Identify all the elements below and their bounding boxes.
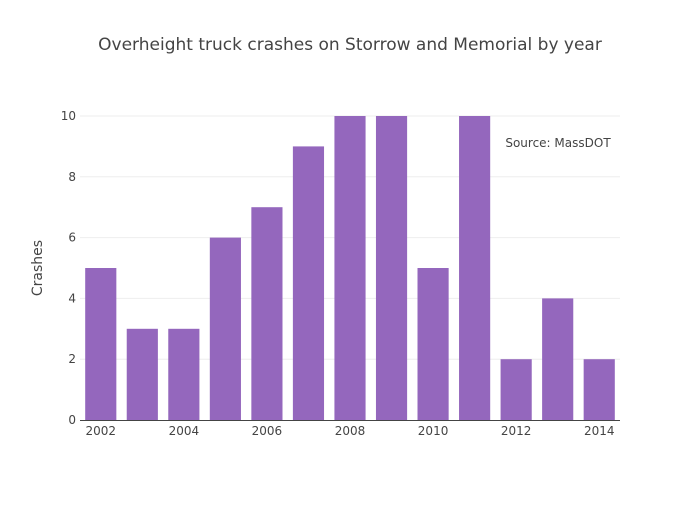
- y-tick-label: 4: [68, 291, 76, 305]
- y-tick-label: 6: [68, 231, 76, 245]
- bar: [542, 298, 574, 420]
- x-tick-label: 2010: [418, 424, 449, 438]
- bar: [334, 116, 366, 420]
- x-tick-label: 2014: [584, 424, 615, 438]
- y-tick-label: 0: [68, 413, 76, 427]
- bar: [126, 328, 158, 420]
- x-tick-label: 2006: [252, 424, 283, 438]
- chart-title: Overheight truck crashes on Storrow and …: [98, 35, 602, 55]
- source-annotation: Source: MassDOT: [505, 136, 611, 150]
- bar: [500, 359, 532, 420]
- bar: [85, 268, 117, 420]
- x-tick-label: 2008: [335, 424, 366, 438]
- bar: [251, 207, 283, 420]
- x-tick-label: 2004: [169, 424, 200, 438]
- y-tick-label: 8: [68, 170, 76, 184]
- bar: [417, 268, 449, 420]
- x-tick-label: 2002: [85, 424, 116, 438]
- bar: [209, 237, 241, 420]
- y-tick-label: 2: [68, 352, 76, 366]
- bar: [292, 146, 325, 420]
- y-tick-label: 10: [61, 109, 76, 123]
- bar: [168, 328, 200, 420]
- x-tick-label: 2012: [501, 424, 532, 438]
- y-axis-ticks: 0 2 4 6 8 10: [61, 109, 76, 427]
- x-axis-ticks: 2002 2004 2006 2008 2010 2012 2014: [85, 424, 614, 438]
- bar: [459, 116, 491, 420]
- bar: [583, 359, 615, 420]
- bars: [85, 116, 615, 420]
- y-axis-label: Crashes: [30, 240, 46, 296]
- bar: [375, 116, 408, 420]
